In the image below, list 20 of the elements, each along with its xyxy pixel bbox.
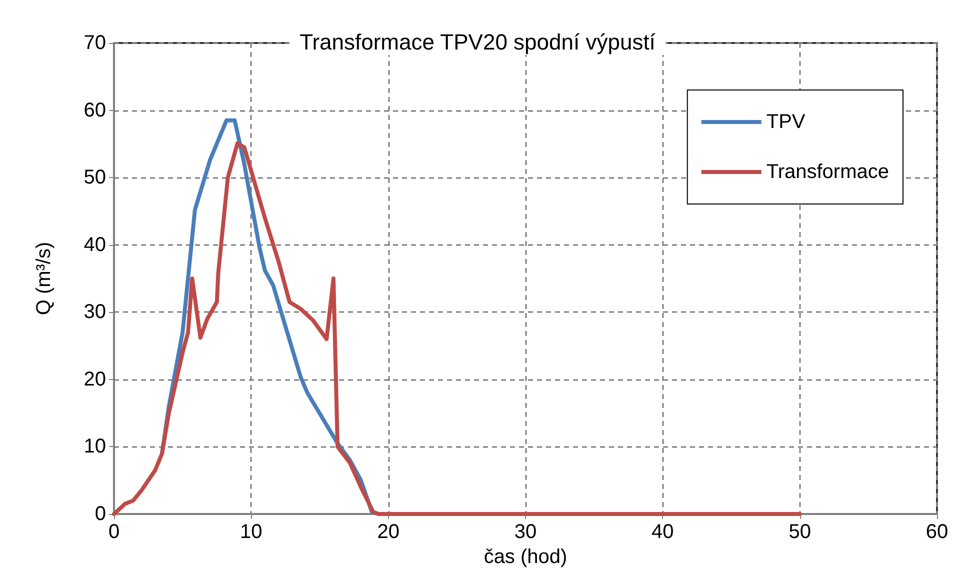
x-tick-label: 30	[514, 521, 537, 543]
x-tick-label: 50	[788, 521, 811, 543]
legend-label: TPV	[766, 111, 806, 133]
y-tick-label: 10	[84, 436, 106, 458]
chart-title: Transformace TPV20 spodní výpustí	[300, 30, 656, 54]
y-tick-label: 60	[84, 99, 106, 122]
y-tick-label: 50	[84, 166, 106, 189]
y-tick-label: 40	[84, 234, 106, 256]
x-tick-label: 20	[377, 521, 400, 543]
y-tick-label: 0	[94, 503, 106, 525]
y-axis-title: Q (m³/s)	[33, 242, 55, 316]
legend-label: Transformace	[766, 161, 890, 183]
y-tick-label: 30	[84, 301, 106, 324]
x-tick-label: 10	[240, 521, 262, 543]
x-axis-title: čas (hod)	[484, 546, 568, 568]
x-tick-label: 40	[652, 521, 674, 543]
x-tick-label: 60	[926, 521, 948, 543]
x-tick-label: 0	[108, 521, 120, 543]
y-tick-label: 70	[84, 32, 106, 54]
y-tick-label: 20	[84, 368, 106, 390]
